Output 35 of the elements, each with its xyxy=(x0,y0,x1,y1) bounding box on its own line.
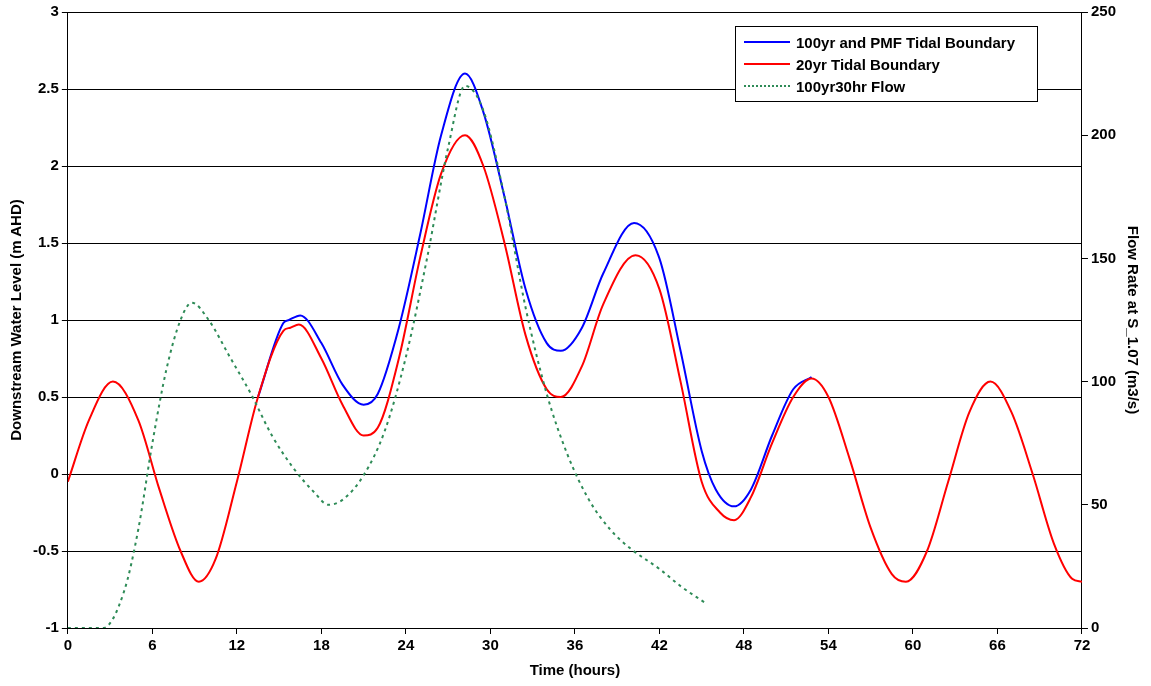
y-axis-title: Downstream Water Level (m AHD) xyxy=(7,199,25,441)
y2-tick-label: 250 xyxy=(1090,2,1116,20)
x-tick-label: 30 xyxy=(482,636,499,654)
x-tick-label: 0 xyxy=(63,636,73,654)
x-tick-label: 12 xyxy=(228,636,246,654)
y-tick-label: 0.5 xyxy=(37,387,59,405)
y2-tick-label: 100 xyxy=(1090,371,1116,389)
legend-label: 100yr and PMF Tidal Boundary xyxy=(796,33,1015,51)
x-tick-label: 72 xyxy=(1073,636,1091,654)
y-tick-label: 0 xyxy=(50,464,59,482)
legend-label: 100yr30hr Flow xyxy=(796,77,906,95)
x-tick-label: 6 xyxy=(148,636,157,654)
y-tick-label: 2 xyxy=(50,156,59,174)
legend-label: 20yr Tidal Boundary xyxy=(796,55,940,73)
y-tick-label: 2.5 xyxy=(37,79,59,97)
y-tick-label: -0.5 xyxy=(32,541,59,559)
x-tick-label: 24 xyxy=(397,636,415,654)
x-tick-label: 54 xyxy=(820,636,838,654)
x-tick-label: 60 xyxy=(904,636,922,654)
y2-tick-label: 0 xyxy=(1090,618,1100,636)
x-tick-label: 48 xyxy=(735,636,753,654)
y2-axis-title: Flow Rate at S_1.07 (m3/s) xyxy=(1124,225,1142,415)
line-series xyxy=(67,84,707,628)
x-tick-label: 42 xyxy=(651,636,668,654)
y2-tick-label: 150 xyxy=(1090,248,1116,266)
y-tick-label: -1 xyxy=(45,618,59,636)
y2-tick-label: 50 xyxy=(1090,494,1108,512)
y2-tick-label: 200 xyxy=(1090,125,1116,143)
x-tick-label: 66 xyxy=(989,636,1006,654)
y-tick-label: 1 xyxy=(50,310,59,328)
x-tick-label: 18 xyxy=(313,636,330,654)
y-tick-label: 1.5 xyxy=(37,233,59,251)
y-tick-label: 3 xyxy=(50,2,59,20)
x-axis-title: Time (hours) xyxy=(529,661,621,679)
x-tick-label: 36 xyxy=(566,636,584,654)
